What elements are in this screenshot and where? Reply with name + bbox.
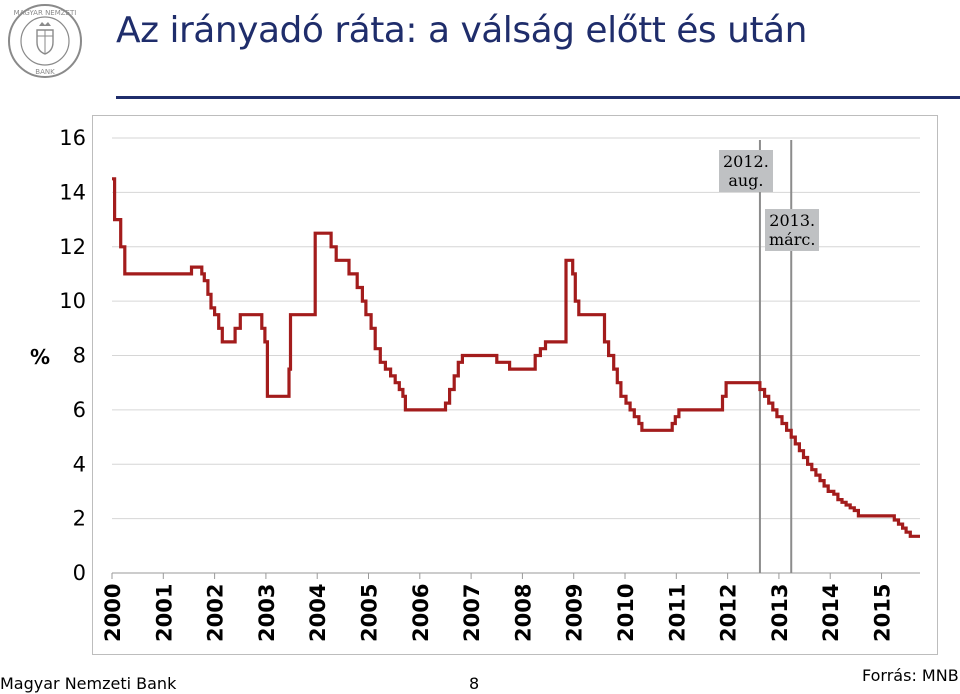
annotation-2013-marc: 2013. márc.	[765, 209, 820, 251]
svg-text:BANK: BANK	[35, 68, 55, 76]
series-layer	[112, 177, 920, 538]
x-tick-label: 2010	[614, 584, 638, 642]
y-tick-label: 12	[59, 235, 86, 259]
mnb-seal-icon: MAGYAR NEMZETI BANK	[8, 4, 82, 78]
y-tick-label: 2	[73, 507, 86, 531]
x-tick-label: 2002	[204, 584, 228, 642]
chart-grid	[111, 137, 920, 579]
y-axis-label: %	[30, 345, 50, 369]
series-line-policy-rate	[112, 177, 920, 538]
x-tick-label: 2007	[460, 584, 484, 642]
y-tick-label: 6	[73, 398, 86, 422]
y-tick-label: 4	[73, 452, 86, 476]
page-title: Az irányadó ráta: a válság előtt és után	[116, 10, 807, 51]
annotation-line1: 2012.	[723, 152, 769, 171]
y-tick-label: 14	[59, 180, 86, 204]
x-tick-label: 2000	[101, 584, 125, 642]
annotation-line1: 2013.	[769, 211, 816, 230]
page-number: 8	[469, 674, 480, 693]
x-tick-label: 2015	[871, 584, 895, 642]
x-tick-label: 2006	[409, 584, 433, 642]
x-tick-label: 2012	[717, 584, 741, 642]
vertical-markers	[758, 140, 793, 573]
x-tick-label: 2004	[306, 584, 330, 642]
title-divider	[116, 96, 960, 99]
x-tick-label: 2013	[768, 584, 792, 642]
y-tick-label: 10	[59, 289, 86, 313]
y-axis-ticks: 0 2 4 6 8 10 12 14 16	[59, 126, 86, 585]
annotation-line2: márc.	[769, 230, 816, 249]
svg-text:MAGYAR NEMZETI: MAGYAR NEMZETI	[14, 9, 77, 17]
chart-frame	[92, 115, 938, 655]
x-tick-label: 2008	[511, 584, 535, 642]
x-tick-label: 2005	[358, 584, 382, 642]
annotation-line2: aug.	[728, 171, 764, 190]
x-axis-ticks: 2000 2001 2002 2003 2004 2005 2006 2007 2008 2009…	[101, 584, 895, 642]
annotation-2012-aug: 2012. aug.	[719, 150, 773, 192]
y-tick-label: 8	[73, 344, 86, 368]
footer-source: Forrás: MNB	[862, 666, 959, 685]
x-tick-label: 2009	[563, 584, 587, 642]
footer-organization: Magyar Nemzeti Bank	[0, 674, 177, 693]
y-tick-label: 16	[59, 126, 86, 150]
x-tick-label: 2003	[255, 584, 279, 642]
x-tick-label: 2001	[152, 584, 176, 642]
x-tick-label: 2014	[819, 584, 843, 642]
y-tick-label: 0	[73, 561, 86, 585]
x-tick-label: 2011	[665, 584, 689, 642]
